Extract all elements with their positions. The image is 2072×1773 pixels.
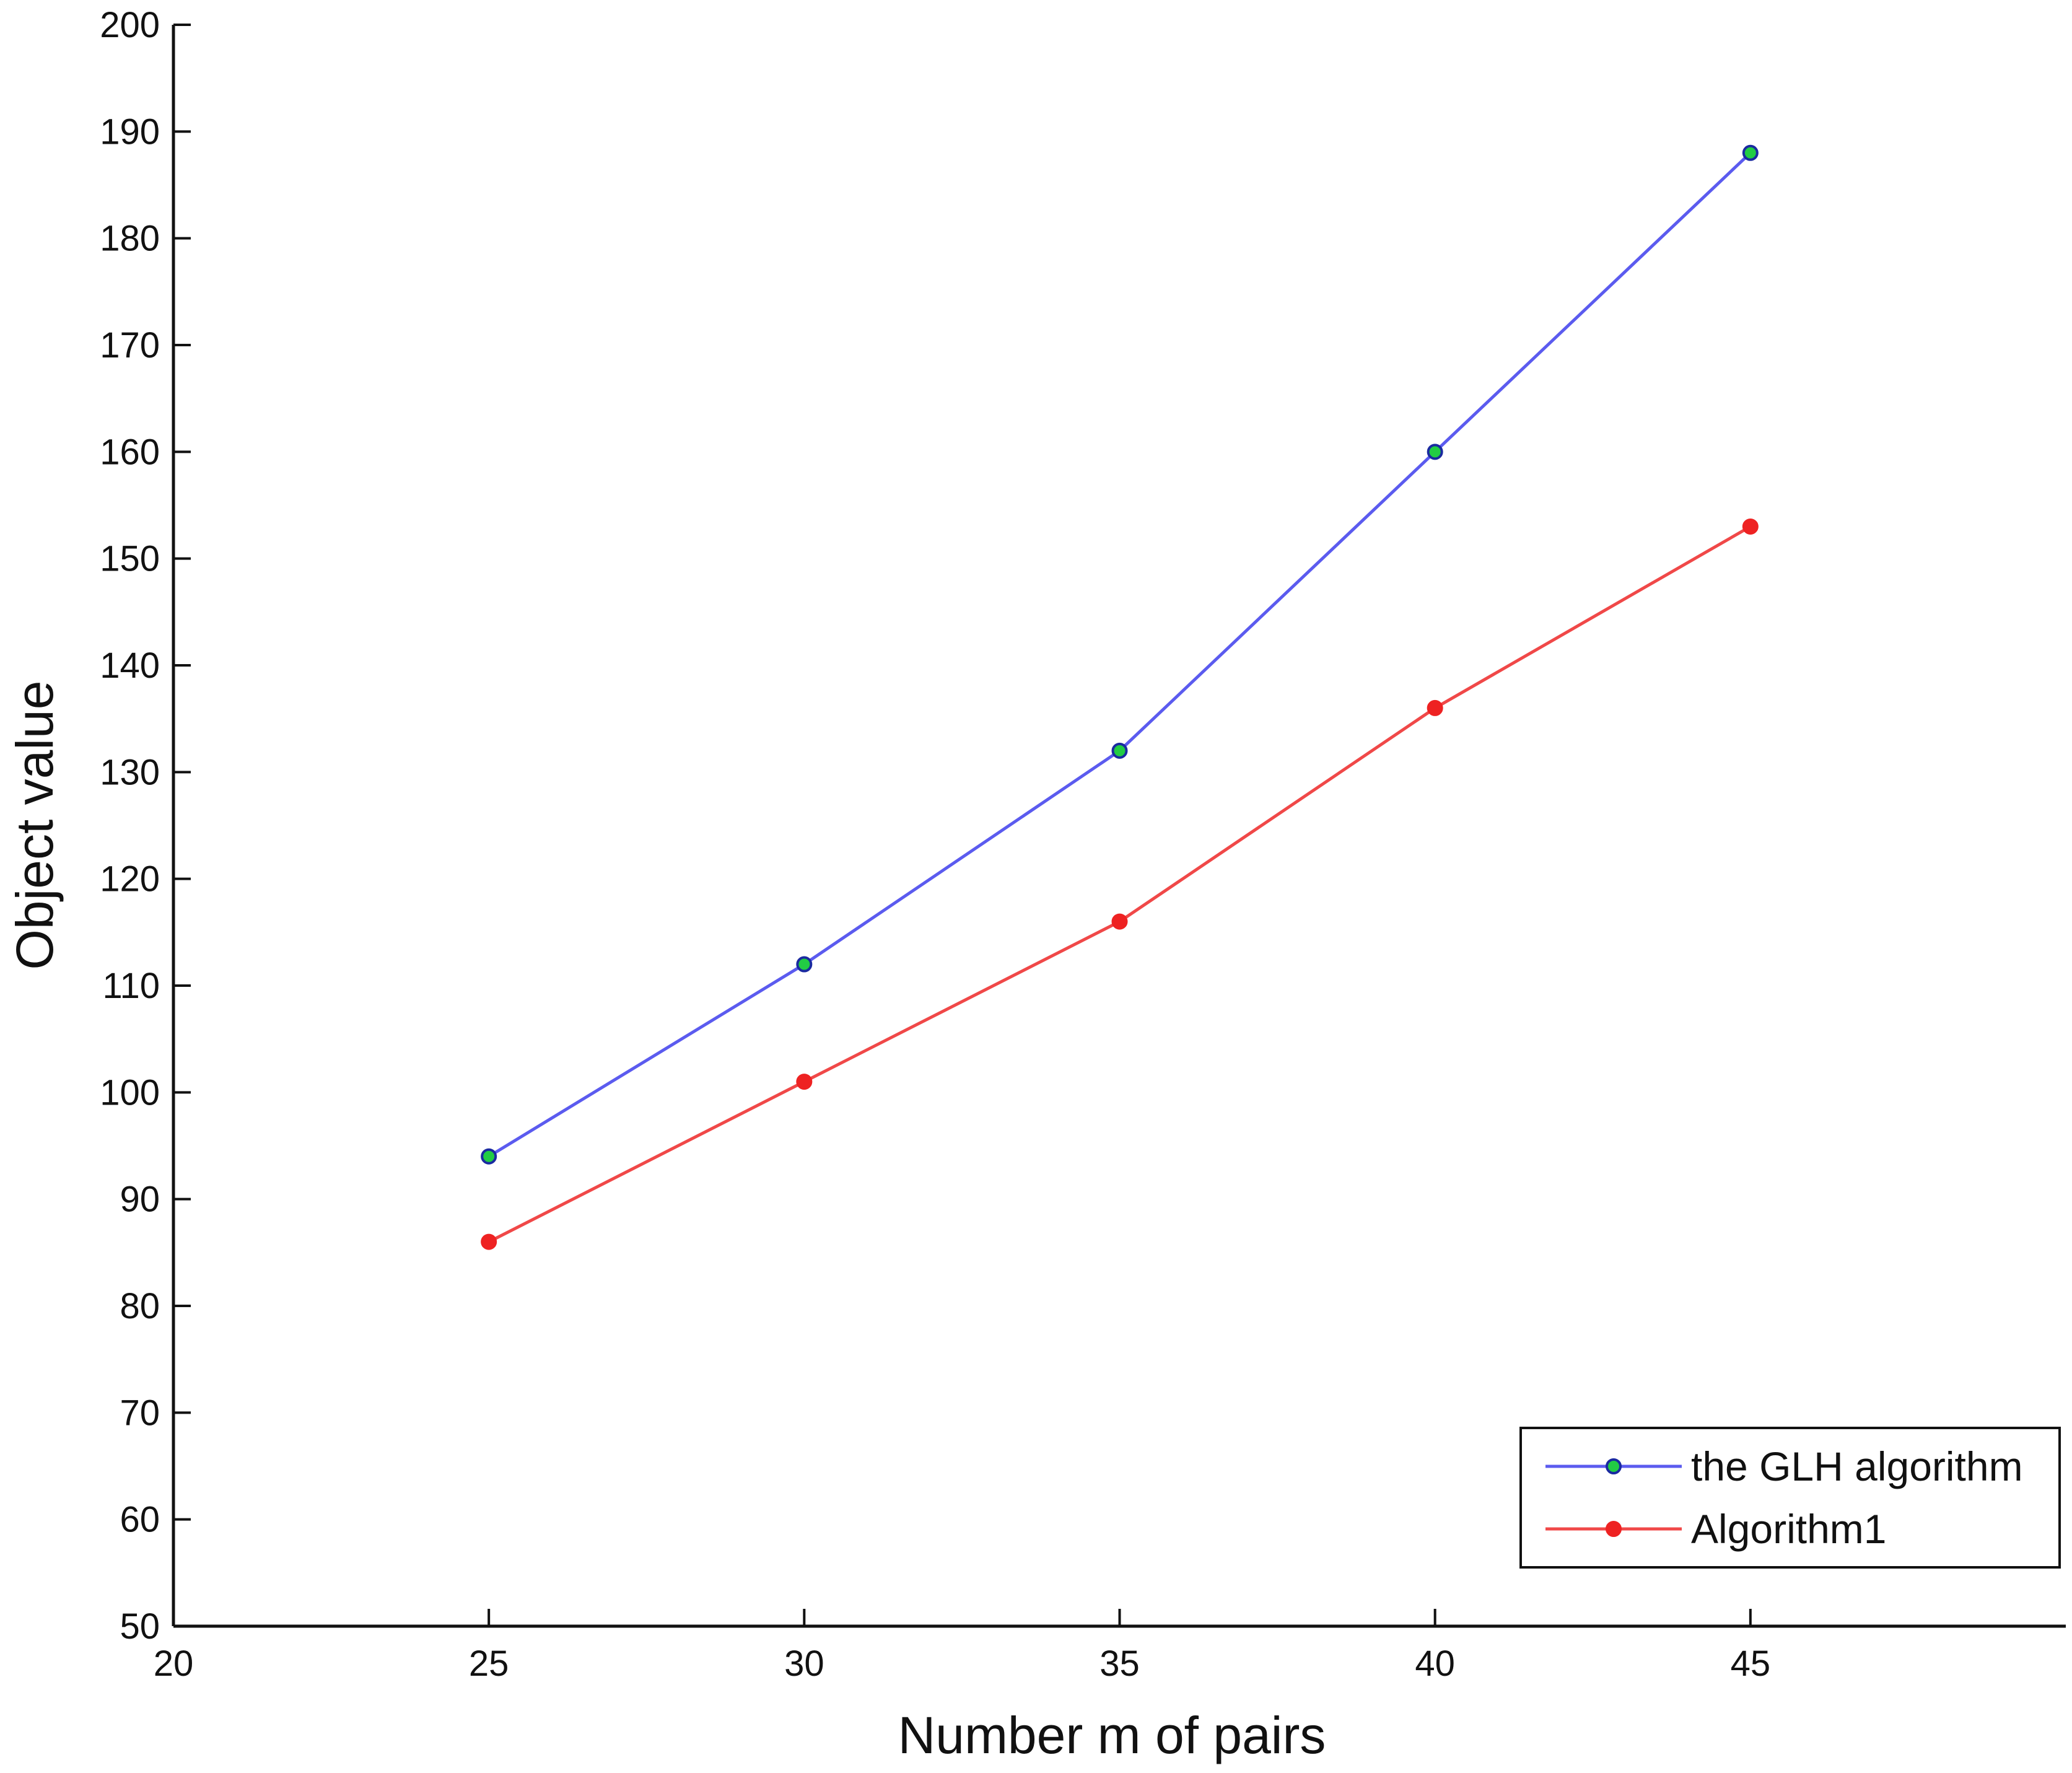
y-tick-label: 130 <box>100 752 160 792</box>
data-point <box>1427 444 1443 460</box>
y-tick-label: 60 <box>120 1500 160 1540</box>
y-tick-label: 190 <box>100 112 160 152</box>
legend: the GLH algorithm Algorithm1 <box>1519 1427 2061 1569</box>
axes <box>172 25 2066 1628</box>
y-tick-label: 180 <box>100 219 160 259</box>
x-tick-label: 30 <box>784 1644 824 1684</box>
y-tick-label: 50 <box>120 1606 160 1647</box>
y-tick-label: 120 <box>100 859 160 900</box>
y-tick-label: 70 <box>120 1393 160 1433</box>
series-line-2 <box>488 525 1752 1243</box>
data-point <box>481 1148 497 1165</box>
data-point <box>1427 699 1443 716</box>
y-tick-label: 80 <box>120 1286 160 1326</box>
legend-swatch-marker <box>1606 1458 1622 1474</box>
y-tick-label: 160 <box>100 432 160 472</box>
y-tick-label: 140 <box>100 646 160 686</box>
series-layer <box>481 144 1759 1250</box>
legend-swatch-marker <box>1606 1521 1622 1537</box>
data-point <box>796 956 813 973</box>
y-axis-title: Object value <box>6 681 64 970</box>
x-ticks: 20 25 30 35 40 45 <box>154 1609 1770 1684</box>
legend-box <box>1519 1427 2061 1569</box>
data-point <box>1742 518 1759 535</box>
y-ticks: 50 60 70 80 90 100 110 120 130 140 150 160 170 180 190… <box>100 5 191 1647</box>
y-tick-label: 200 <box>100 5 160 45</box>
x-tick-label: 45 <box>1731 1644 1771 1684</box>
x-tick-label: 35 <box>1099 1644 1140 1684</box>
x-tick-label: 40 <box>1415 1644 1455 1684</box>
y-tick-label: 110 <box>103 966 160 1006</box>
series-line-1 <box>487 151 1752 1158</box>
data-point <box>1742 144 1759 161</box>
legend-label-algorithm1: Algorithm1 <box>1691 1506 1886 1552</box>
x-axis-title: Number m of pairs <box>898 1706 1326 1764</box>
data-point <box>1111 742 1128 759</box>
x-tick-label: 20 <box>154 1644 194 1684</box>
y-tick-label: 150 <box>100 539 160 579</box>
y-tick-label: 170 <box>100 325 160 366</box>
x-tick-label: 25 <box>469 1644 509 1684</box>
y-tick-label: 100 <box>100 1072 160 1113</box>
data-point <box>1111 913 1128 930</box>
data-point <box>481 1233 497 1250</box>
legend-label-glh: the GLH algorithm <box>1691 1443 2023 1489</box>
y-tick-label: 90 <box>120 1180 160 1220</box>
data-point <box>796 1074 813 1090</box>
